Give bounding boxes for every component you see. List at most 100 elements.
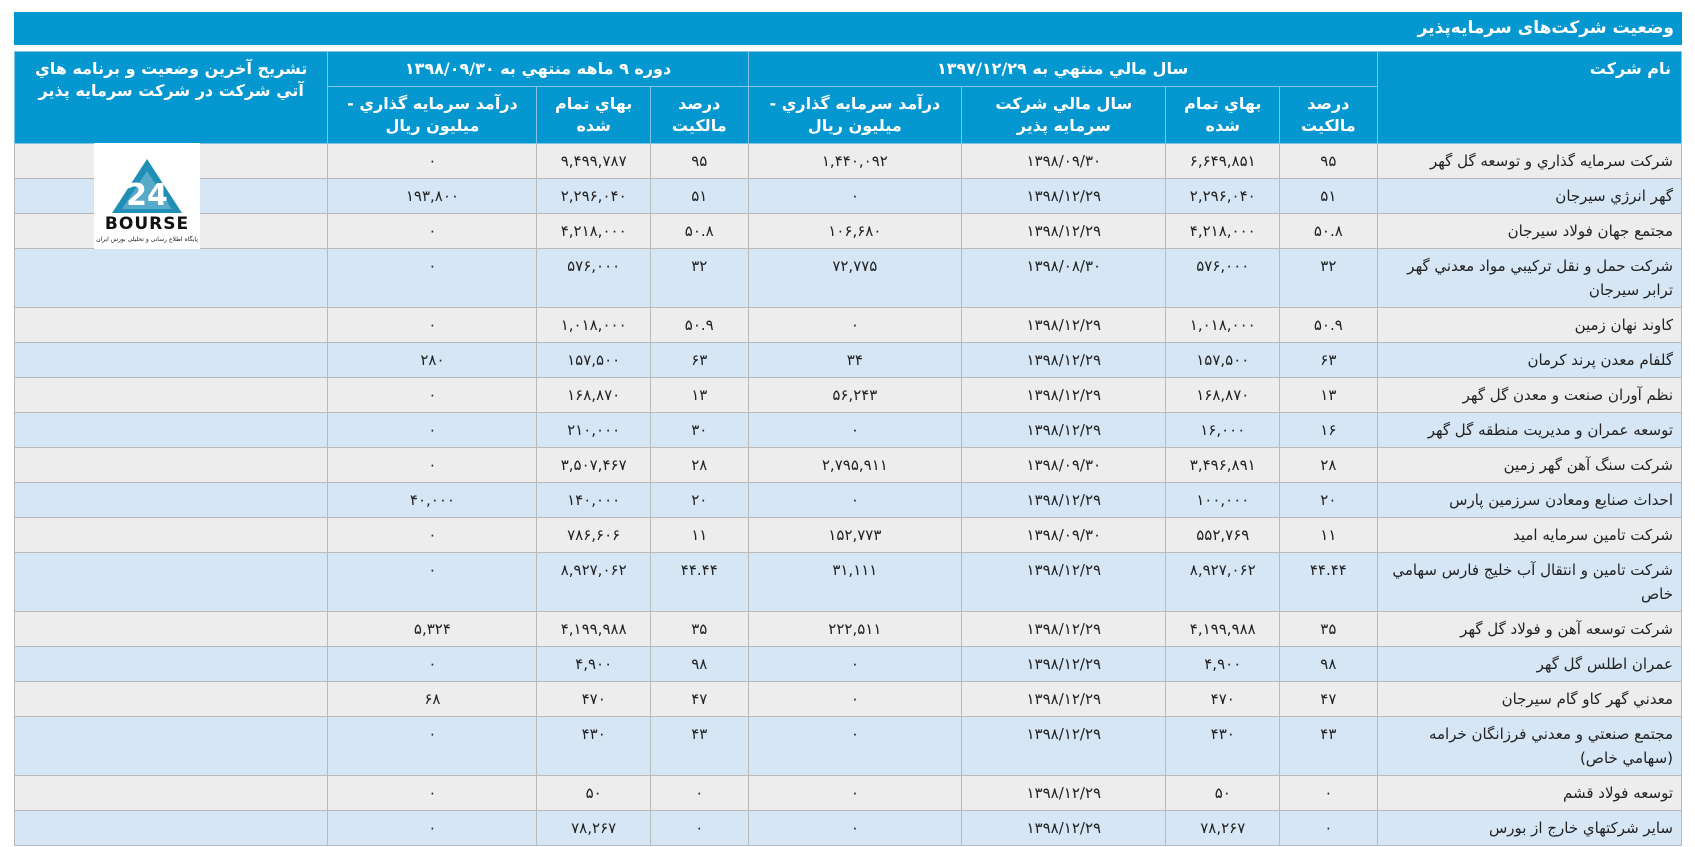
cell-fy: ۱۳۹۸/۱۲/۲۹ — [961, 412, 1167, 448]
cell-inc1: ۰ — [747, 412, 963, 448]
cell-name: مجتمع جهان فولاد سيرجان — [1376, 213, 1683, 249]
cell-own1: ۱۱ — [1279, 517, 1378, 553]
cell-explanation — [13, 775, 329, 811]
cell-cost2: ۵۰ — [536, 775, 651, 811]
cell-name: شركت تامين سرمايه اميد — [1376, 517, 1683, 553]
cell-cost2: ۴,۲۱۸,۰۰۰ — [536, 213, 651, 249]
cell-own1: ۵۰.۹ — [1279, 307, 1378, 343]
cell-cost1: ۴,۱۹۹,۹۸۸ — [1165, 611, 1281, 647]
cell-cost1: ۳,۴۹۶,۸۹۱ — [1165, 447, 1281, 483]
header-company: نام شرکت — [1376, 51, 1683, 144]
cell-inc2: ۰ — [327, 307, 538, 343]
cell-explanation — [13, 517, 329, 553]
cell-fy: ۱۳۹۸/۱۲/۲۹ — [961, 646, 1167, 682]
cell-cost2: ۹,۴۹۹,۷۸۷ — [536, 143, 651, 179]
cell-name: گلفام معدن پرند كرمان — [1376, 342, 1683, 378]
cell-cost1: ۵۰ — [1165, 775, 1281, 811]
cell-inc2: ۱۹۳,۸۰۰ — [327, 178, 538, 214]
cell-cost2: ۵۷۶,۰۰۰ — [536, 248, 651, 308]
cell-name: مجتمع صنعتي و معدني فرزانگان خرامه (سهام… — [1376, 716, 1683, 776]
cell-inc2: ۰ — [327, 377, 538, 413]
cell-own2: ۳۵ — [649, 611, 749, 647]
cell-own1: ۴۳ — [1279, 716, 1378, 776]
cell-explanation — [13, 646, 329, 682]
cell-explanation — [13, 307, 329, 343]
cell-name: احداث صنايع ومعادن سرزمين پارس — [1376, 482, 1683, 518]
cell-inc1: ۱,۴۴۰,۰۹۲ — [747, 143, 963, 179]
cell-cost1: ۴۳۰ — [1165, 716, 1281, 776]
cell-inc2: ۶۸ — [327, 681, 538, 717]
cell-cost2: ۱۴۰,۰۰۰ — [536, 482, 651, 518]
cell-inc1: ۲,۷۹۵,۹۱۱ — [747, 447, 963, 483]
cell-name: ساير شركتهاي خارج از بورس — [1376, 810, 1683, 846]
cell-inc2: ۰ — [327, 248, 538, 308]
cell-own1: ۹۸ — [1279, 646, 1378, 682]
cell-inc2: ۰ — [327, 775, 538, 811]
header-fiscal-year: سال مالي شركت سرمايه پذير — [961, 86, 1167, 144]
cell-cost1: ۸,۹۲۷,۰۶۲ — [1165, 552, 1281, 612]
cell-own2: ۴۴.۴۴ — [649, 552, 749, 612]
table-row: گلفام معدن پرند كرمان ۶۳ ۱۵۷,۵۰۰ ۱۳۹۸/۱۲/۲۹… — [13, 342, 1683, 378]
cell-inc1: ۰ — [747, 775, 963, 811]
cell-own2: ۰ — [649, 810, 749, 846]
table-row: گهر انرژي سيرجان ۵۱ ۲,۲۹۶,۰۴۰ ۱۳۹۸/۱۲/۲۹ ۰ ۵۱… — [13, 178, 1683, 214]
logo-caption: پایگاه اطلاع رسانی و تحلیلی بورس ایران — [96, 235, 198, 243]
cell-own2: ۱۱ — [649, 517, 749, 553]
table-row: شركت تامين و انتقال آب خليج فارس سهامي خ… — [13, 552, 1683, 612]
table-row: کاوند نهان زمين ۵۰.۹ ۱,۰۱۸,۰۰۰ ۱۳۹۸/۱۲/۲۹ ۰ ۵… — [13, 307, 1683, 343]
cell-own2: ۲۰ — [649, 482, 749, 518]
cell-own1: ۳۵ — [1279, 611, 1378, 647]
cell-fy: ۱۳۹۸/۱۲/۲۹ — [961, 716, 1167, 776]
cell-inc1: ۲۲۲,۵۱۱ — [747, 611, 963, 647]
section-title: وضعیت شرکت‌های سرمایه‌پذیر — [14, 12, 1682, 45]
cell-own2: ۹۸ — [649, 646, 749, 682]
header-fiscal-group: سال مالي منتهي به ۱۳۹۷/۱۲/۲۹ — [747, 51, 1378, 87]
cell-inc2: ۰ — [327, 213, 538, 249]
cell-cost2: ۸,۹۲۷,۰۶۲ — [536, 552, 651, 612]
cell-own1: ۴۷ — [1279, 681, 1378, 717]
bourse24-logo: 24 BOURSE پایگاه اطلاع رسانی و تحلیلی بو… — [94, 143, 200, 249]
cell-explanation — [13, 248, 329, 308]
cell-name: شركت سرمايه گذاري و توسعه گل گهر — [1376, 143, 1683, 179]
cell-cost1: ۴,۲۱۸,۰۰۰ — [1165, 213, 1281, 249]
cell-inc1: ۳۱,۱۱۱ — [747, 552, 963, 612]
cell-own2: ۵۰.۸ — [649, 213, 749, 249]
cell-own2: ۴۳ — [649, 716, 749, 776]
table-row: شركت حمل و نقل تركيبي مواد معدني گهر ترا… — [13, 248, 1683, 308]
cell-cost1: ۵۵۲,۷۶۹ — [1165, 517, 1281, 553]
cell-inc2: ۲۸۰ — [327, 342, 538, 378]
table-row: معدني گهر كاو گام سيرجان ۴۷ ۴۷۰ ۱۳۹۸/۱۲/۲۹ ۰… — [13, 681, 1683, 717]
companies-table: نام شرکت سال مالي منتهي به ۱۳۹۷/۱۲/۲۹ دو… — [13, 51, 1683, 846]
cell-inc2: ۰ — [327, 552, 538, 612]
cell-own2: ۲۸ — [649, 447, 749, 483]
header-ownership-2: درصد مالكيت — [649, 86, 749, 144]
cell-cost2: ۳,۵۰۷,۴۶۷ — [536, 447, 651, 483]
cell-explanation — [13, 482, 329, 518]
cell-inc1: ۰ — [747, 307, 963, 343]
cell-fy: ۱۳۹۸/۱۲/۲۹ — [961, 775, 1167, 811]
cell-own2: ۹۵ — [649, 143, 749, 179]
cell-fy: ۱۳۹۸/۱۲/۲۹ — [961, 552, 1167, 612]
cell-inc1: ۰ — [747, 810, 963, 846]
cell-cost1: ۲,۲۹۶,۰۴۰ — [1165, 178, 1281, 214]
table-row: شركت توسعه آهن و فولاد گل گهر ۳۵ ۴,۱۹۹,۹۸۸… — [13, 611, 1683, 647]
table-row: ساير شركتهاي خارج از بورس ۰ ۷۸,۲۶۷ ۱۳۹۸/۱۲/… — [13, 810, 1683, 846]
logo-graphic: 24 BOURSE پایگاه اطلاع رسانی و تحلیلی بو… — [96, 159, 198, 243]
cell-name: عمران اطلس گل گهر — [1376, 646, 1683, 682]
cell-inc2: ۰ — [327, 143, 538, 179]
cell-cost1: ۱۶۸,۸۷۰ — [1165, 377, 1281, 413]
cell-explanation — [13, 810, 329, 846]
cell-own1: ۶۳ — [1279, 342, 1378, 378]
cell-inc2: ۵,۳۲۴ — [327, 611, 538, 647]
cell-name: معدني گهر كاو گام سيرجان — [1376, 681, 1683, 717]
cell-cost1: ۱,۰۱۸,۰۰۰ — [1165, 307, 1281, 343]
header-ownership-1: درصد مالكيت — [1279, 86, 1378, 144]
table-row: توسعه فولاد قشم ۰ ۵۰ ۱۳۹۸/۱۲/۲۹ ۰ ۰ ۵۰ ۰ — [13, 775, 1683, 811]
cell-own1: ۱۳ — [1279, 377, 1378, 413]
cell-cost2: ۲,۲۹۶,۰۴۰ — [536, 178, 651, 214]
cell-inc1: ۰ — [747, 178, 963, 214]
table-row: مجتمع جهان فولاد سيرجان ۵۰.۸ ۴,۲۱۸,۰۰۰ ۱۳۹۸… — [13, 213, 1683, 249]
cell-cost1: ۶,۶۴۹,۸۵۱ — [1165, 143, 1281, 179]
cell-fy: ۱۳۹۸/۰۸/۳۰ — [961, 248, 1167, 308]
cell-explanation — [13, 447, 329, 483]
